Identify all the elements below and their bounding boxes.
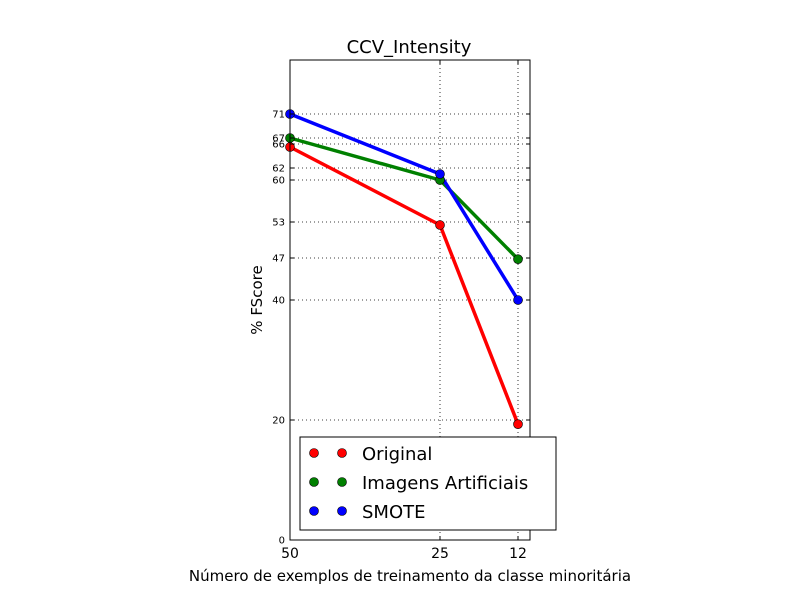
y-tick-label-47: 47 xyxy=(272,254,285,265)
legend-label-original: Original xyxy=(362,444,432,465)
y-tick-label-67: 67 xyxy=(272,134,285,145)
x-axis-label: Número de exemplos de treinamento da cla… xyxy=(189,567,631,585)
y-tick-label-0: 0 xyxy=(279,536,285,547)
legend-label-smote: SMOTE xyxy=(362,502,426,523)
y-tick-label-60: 60 xyxy=(272,176,285,187)
legend-marker-artificiais-2 xyxy=(337,477,347,487)
y-tick-label-62: 62 xyxy=(272,164,285,175)
data-point-original-25 xyxy=(435,220,445,230)
legend-marker-smote-2 xyxy=(337,506,347,516)
legend: Original Imagens Artificiais SMOTE xyxy=(299,436,557,531)
y-tick-label-20: 20 xyxy=(272,416,285,427)
legend-marker-original-1 xyxy=(309,448,319,458)
x-tick-label-25: 25 xyxy=(431,546,449,562)
y-axis-label: % FScore xyxy=(248,265,266,334)
y-tick-label-40: 40 xyxy=(272,296,285,307)
data-point-imagens-artificiais-12 xyxy=(513,254,523,265)
chart-title: CCV_Intensity xyxy=(347,37,472,58)
legend-label-artificiais: Imagens Artificiais xyxy=(362,473,528,494)
data-point-smote-12 xyxy=(513,295,523,305)
y-tick-label-66: 66 xyxy=(272,140,285,151)
legend-marker-original-2 xyxy=(337,448,347,458)
data-point-smote-25 xyxy=(435,169,445,179)
y-tick-label-71: 71 xyxy=(272,110,285,121)
legend-marker-artificiais-1 xyxy=(309,477,319,487)
legend-marker-smote-1 xyxy=(309,506,319,516)
data-point-original-12 xyxy=(513,419,523,430)
y-tick-label-53: 53 xyxy=(272,218,285,229)
x-tick-label-12: 12 xyxy=(509,546,527,562)
x-tick-label-50: 50 xyxy=(281,546,299,562)
series-layer xyxy=(285,109,523,430)
